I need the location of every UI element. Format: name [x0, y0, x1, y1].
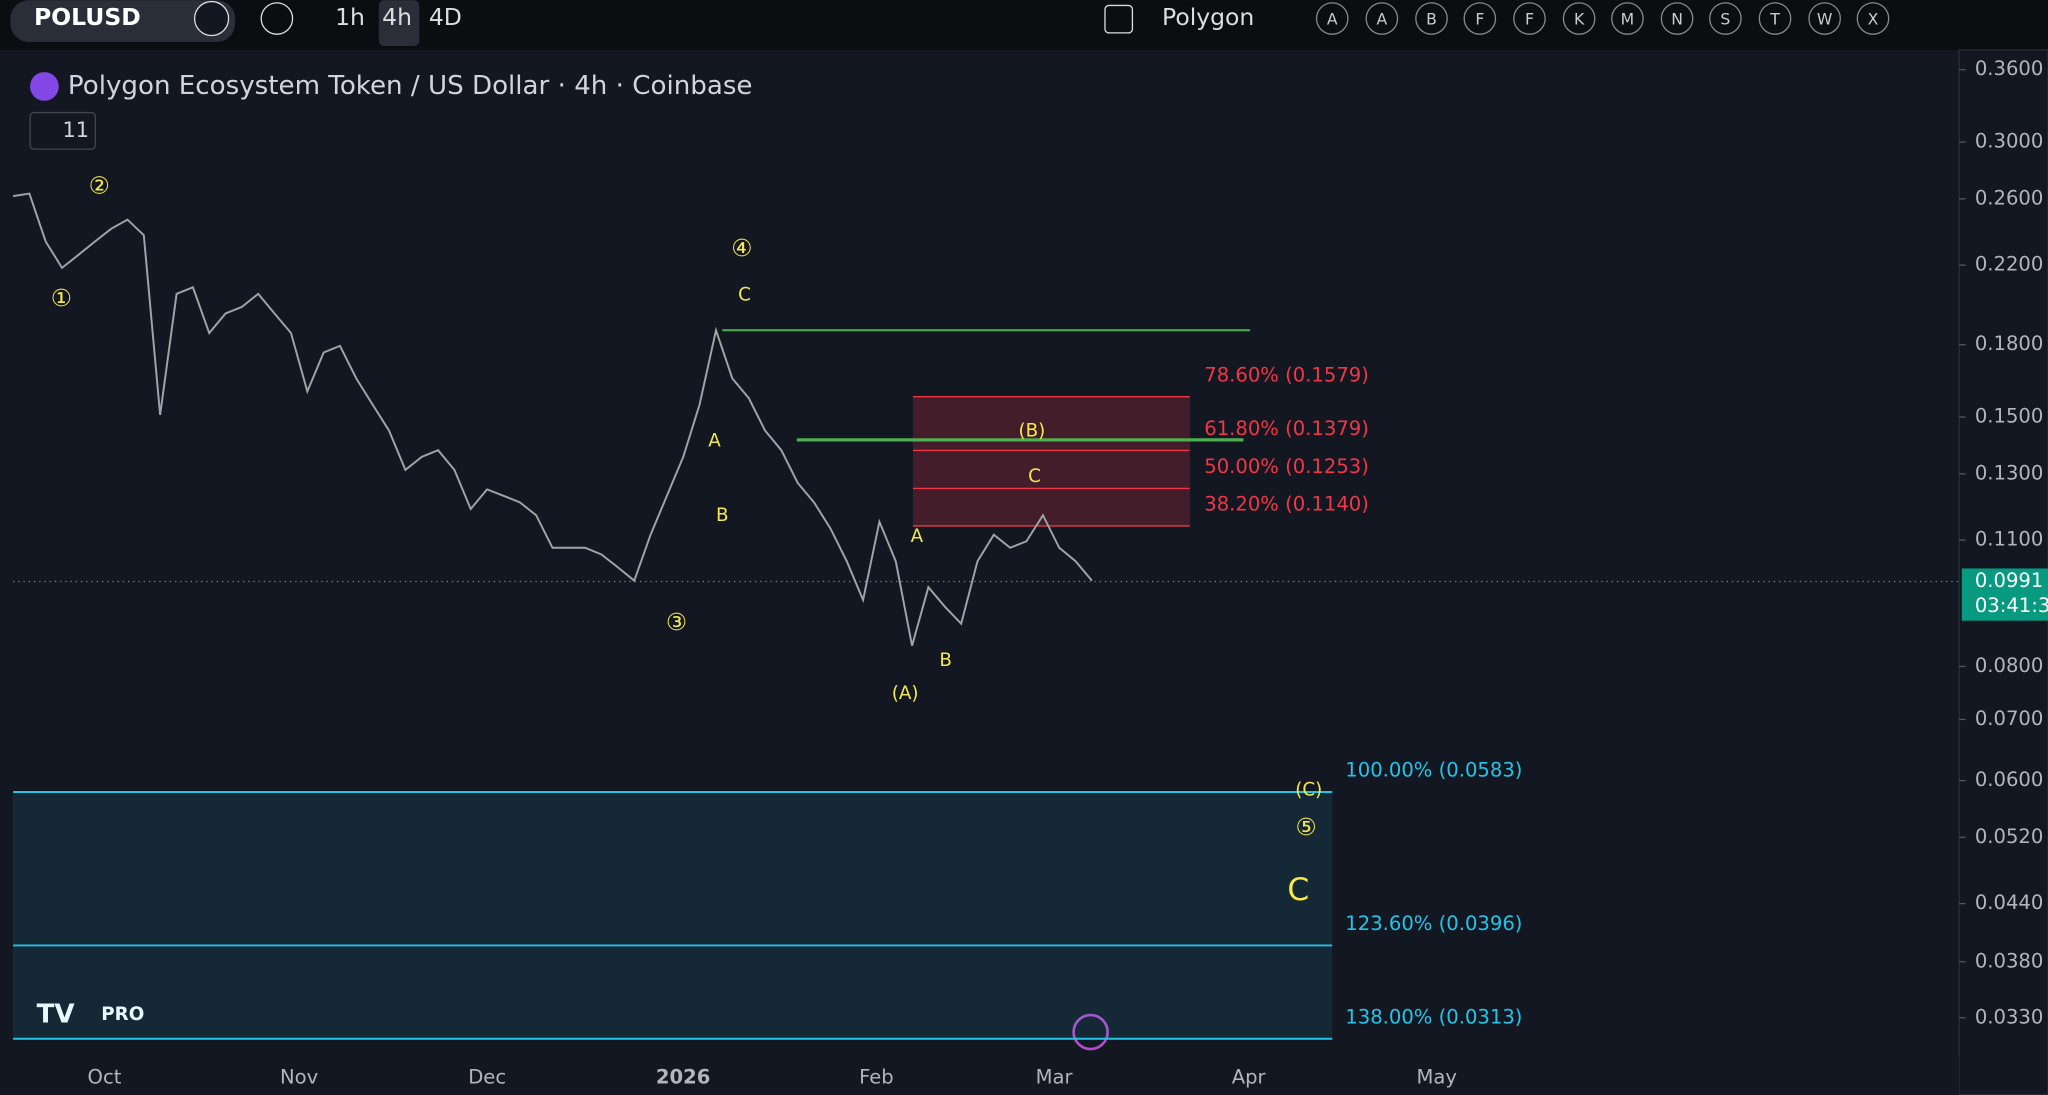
- letter-button[interactable]: [1562, 2, 1596, 35]
- letter-label[interactable]: N: [1671, 9, 1683, 28]
- interval[interactable]: 4h: [382, 3, 412, 31]
- wave-label: A: [911, 526, 924, 547]
- retracement-label: 61.80% (0.1379): [1204, 417, 1369, 440]
- retracement-label: 78.60% (0.1579): [1204, 363, 1369, 386]
- wave-label: C: [1028, 466, 1041, 487]
- letter-button[interactable]: [1856, 2, 1890, 35]
- toolbar: [0, 0, 2048, 50]
- interval[interactable]: 4D: [429, 3, 462, 31]
- add-icon[interactable]: [260, 2, 294, 35]
- y-tick-label: 0.2600: [1975, 186, 2044, 209]
- y-tick-label: 0.1300: [1975, 461, 2044, 484]
- y-tick-label: 0.0330: [1975, 1005, 2044, 1028]
- letter-button[interactable]: [1611, 2, 1644, 35]
- shape-icon[interactable]: [1104, 4, 1134, 34]
- price-line: [12, 192, 1093, 646]
- wave-label: (B): [1018, 420, 1045, 441]
- letter-button[interactable]: [1415, 2, 1448, 35]
- x-tick-label: Oct: [88, 1065, 122, 1088]
- letter-label[interactable]: W: [1817, 9, 1832, 28]
- extension-label: 138.00% (0.0313): [1345, 1005, 1522, 1028]
- x-tick-label: May: [1416, 1065, 1456, 1088]
- pro-badge: PRO: [101, 1004, 144, 1025]
- letter-label[interactable]: S: [1720, 9, 1730, 28]
- y-tick-label: 0.0600: [1975, 768, 2044, 791]
- x-tick-label: Feb: [859, 1065, 894, 1088]
- interval-active: [378, 0, 420, 46]
- y-tick-label: 0.3000: [1975, 130, 2044, 153]
- x-tick-label: Dec: [468, 1065, 506, 1088]
- coin-logo: [30, 72, 59, 101]
- logo: TV: [37, 1000, 76, 1030]
- x-tick-label: Mar: [1036, 1065, 1074, 1088]
- letter-button[interactable]: [1315, 2, 1349, 35]
- letter-button[interactable]: [1709, 2, 1742, 35]
- extension-label: 100.00% (0.0583): [1345, 759, 1522, 782]
- wave-label: ③: [666, 608, 687, 636]
- wave-label: (A): [892, 683, 919, 704]
- wave-label: ⑤: [1296, 813, 1317, 841]
- symbol[interactable]: POLUSD: [34, 3, 141, 31]
- letter-label[interactable]: K: [1574, 9, 1585, 28]
- y-tick-label: 0.1800: [1975, 332, 2044, 355]
- symbol-box[interactable]: [10, 0, 236, 43]
- y-tick-label: 0.3600: [1975, 57, 2044, 80]
- extension-label: 123.60% (0.0396): [1345, 912, 1522, 935]
- interval[interactable]: 1h: [335, 3, 365, 31]
- retracement-label: 38.20% (0.1140): [1204, 493, 1369, 516]
- wave-label: A: [708, 431, 721, 452]
- flash-icon[interactable]: [1072, 1013, 1109, 1051]
- letter-button[interactable]: [1758, 2, 1792, 35]
- wave-label: B: [716, 505, 729, 526]
- x-tick-label: Nov: [280, 1065, 318, 1088]
- y-tick-label: 0.0800: [1975, 654, 2044, 677]
- y-tick-label: 0.0380: [1975, 949, 2044, 972]
- y-tick-label: 0.0440: [1975, 891, 2044, 914]
- x-tick-label: Apr: [1232, 1065, 1267, 1088]
- indicator-toggle[interactable]: [29, 111, 96, 150]
- alert-icon[interactable]: [193, 0, 230, 37]
- drawing-set[interactable]: Polygon: [1162, 3, 1254, 31]
- letter-label[interactable]: T: [1769, 9, 1780, 28]
- y-tick-label: 0.0700: [1975, 707, 2044, 730]
- wave-label: (C): [1295, 779, 1322, 800]
- letter-button[interactable]: [1513, 2, 1546, 35]
- extension-zone: [13, 791, 1333, 1039]
- last-price-label: 0.0991: [1975, 569, 2044, 592]
- y-tick-label: 0.1500: [1975, 405, 2044, 428]
- wave-label: ④: [731, 234, 752, 262]
- retracement-zone: [912, 396, 1190, 526]
- indicator-count[interactable]: 11: [62, 118, 89, 142]
- wave-label: ①: [51, 284, 72, 312]
- letter-label[interactable]: B: [1426, 9, 1437, 28]
- letter-label[interactable]: F: [1525, 9, 1534, 28]
- wave-label: ②: [89, 172, 110, 200]
- x-tick-label: 2026: [656, 1065, 711, 1088]
- chart-title: Polygon Ecosystem Token / US Dollar · 4h…: [68, 71, 753, 101]
- letter-label[interactable]: F: [1475, 9, 1484, 28]
- wave-label: C: [1287, 872, 1309, 908]
- time-axis: [0, 1055, 1960, 1095]
- countdown: 03:41:3: [1975, 594, 2048, 617]
- letter-button[interactable]: [1808, 2, 1841, 35]
- letter-button[interactable]: [1365, 2, 1399, 35]
- letter-label[interactable]: X: [1868, 9, 1879, 28]
- y-tick-label: 0.1100: [1975, 528, 2044, 551]
- wave-label: C: [738, 284, 751, 305]
- letter-button[interactable]: [1660, 2, 1694, 35]
- y-tick-label: 0.0520: [1975, 825, 2044, 848]
- letter-label[interactable]: M: [1621, 9, 1635, 28]
- letter-label[interactable]: A: [1327, 9, 1338, 28]
- y-tick-label: 0.2200: [1975, 253, 2044, 276]
- last-price-box: [1961, 568, 2048, 621]
- retracement-label: 50.00% (0.1253): [1204, 455, 1369, 478]
- letter-label[interactable]: A: [1377, 9, 1388, 28]
- letter-button[interactable]: [1463, 2, 1497, 35]
- wave-label: B: [939, 650, 952, 671]
